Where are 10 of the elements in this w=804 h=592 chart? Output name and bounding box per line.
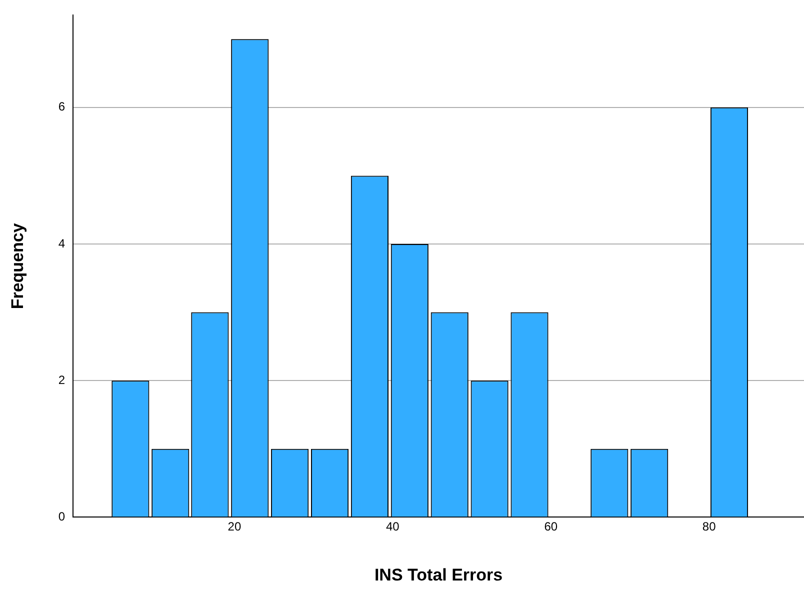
y-tick-label: 0 [58,510,66,524]
x-tick-label: 20 [228,520,242,534]
x-axis-title: INS Total Errors [374,565,503,584]
y-tick-label: 2 [58,372,66,387]
x-tick-label: 60 [544,520,558,534]
y-axis-title: Frequency [8,222,27,310]
x-tick-label: 80 [702,520,716,534]
x-tick-label: 40 [386,520,400,534]
y-tick-label: 6 [58,100,66,114]
y-tick-label: 4 [58,236,66,250]
